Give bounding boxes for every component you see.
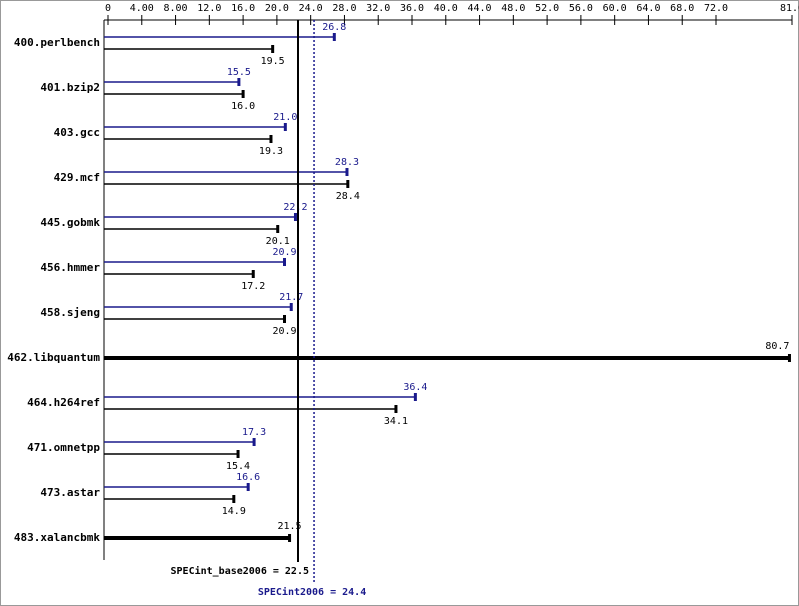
x-tick-label: 60.0: [603, 3, 627, 14]
category-label: 471.omnetpp: [27, 441, 100, 454]
category-label: 401.bzip2: [40, 81, 100, 94]
value-label: 21.0: [273, 112, 297, 123]
x-tick-label: 32.0: [366, 3, 390, 14]
value-label: 14.9: [222, 506, 246, 517]
value-label: 36.4: [403, 382, 427, 393]
x-tick-label: 40.0: [434, 3, 458, 14]
value-label: 16.0: [231, 101, 255, 112]
value-label: 28.3: [335, 157, 359, 168]
value-label: 21.7: [279, 292, 303, 303]
category-label: 429.mcf: [54, 171, 100, 184]
category-label: 458.sjeng: [40, 306, 100, 319]
value-label: 15.5: [227, 67, 251, 78]
x-tick-label: 4.00: [130, 3, 154, 14]
value-label: 21.5: [278, 521, 302, 532]
x-tick-label: 0: [105, 3, 111, 14]
value-label: 20.9: [272, 247, 296, 258]
x-tick-label: 48.0: [501, 3, 525, 14]
value-label: 26.8: [322, 22, 346, 33]
category-label: 403.gcc: [54, 126, 100, 139]
x-tick-label: 72.0: [704, 3, 728, 14]
category-label: 456.hmmer: [40, 261, 100, 274]
category-label: 445.gobmk: [40, 216, 100, 229]
value-label: 80.7: [765, 341, 789, 352]
category-label: 464.h264ref: [27, 396, 100, 409]
x-tick-label: 16.0: [231, 3, 255, 14]
x-tick-label: 20.0: [265, 3, 289, 14]
category-label: 483.xalancbmk: [14, 531, 100, 544]
value-label: 20.9: [272, 326, 296, 337]
category-label: 400.perlbench: [14, 36, 100, 49]
x-tick-label: 56.0: [569, 3, 593, 14]
value-label: 15.4: [226, 461, 250, 472]
x-tick-label: 64.0: [636, 3, 660, 14]
value-label: 19.3: [259, 146, 283, 157]
x-tick-label: 12.0: [197, 3, 221, 14]
value-label: 20.1: [266, 236, 290, 247]
value-label: 17.2: [241, 281, 265, 292]
x-tick-label: 52.0: [535, 3, 559, 14]
reference-label: SPECint2006 = 24.4: [258, 586, 366, 598]
x-tick-label: 36.0: [400, 3, 424, 14]
value-label: 34.1: [384, 416, 408, 427]
x-tick-label: 68.0: [670, 3, 694, 14]
x-tick-label: 44.0: [468, 3, 492, 14]
value-label: 19.5: [261, 56, 285, 67]
value-label: 16.6: [236, 472, 260, 483]
reference-label: SPECint_base2006 = 22.5: [171, 565, 309, 577]
x-tick-label: 24.0: [299, 3, 323, 14]
x-tick-label: 81.0: [780, 3, 799, 14]
x-tick-label: 28.0: [332, 3, 356, 14]
value-label: 17.3: [242, 427, 266, 438]
category-label: 462.libquantum: [7, 351, 100, 364]
value-label: 28.4: [336, 191, 360, 202]
value-label: 22.2: [283, 202, 307, 213]
x-tick-label: 8.00: [164, 3, 188, 14]
category-label: 473.astar: [40, 486, 100, 499]
